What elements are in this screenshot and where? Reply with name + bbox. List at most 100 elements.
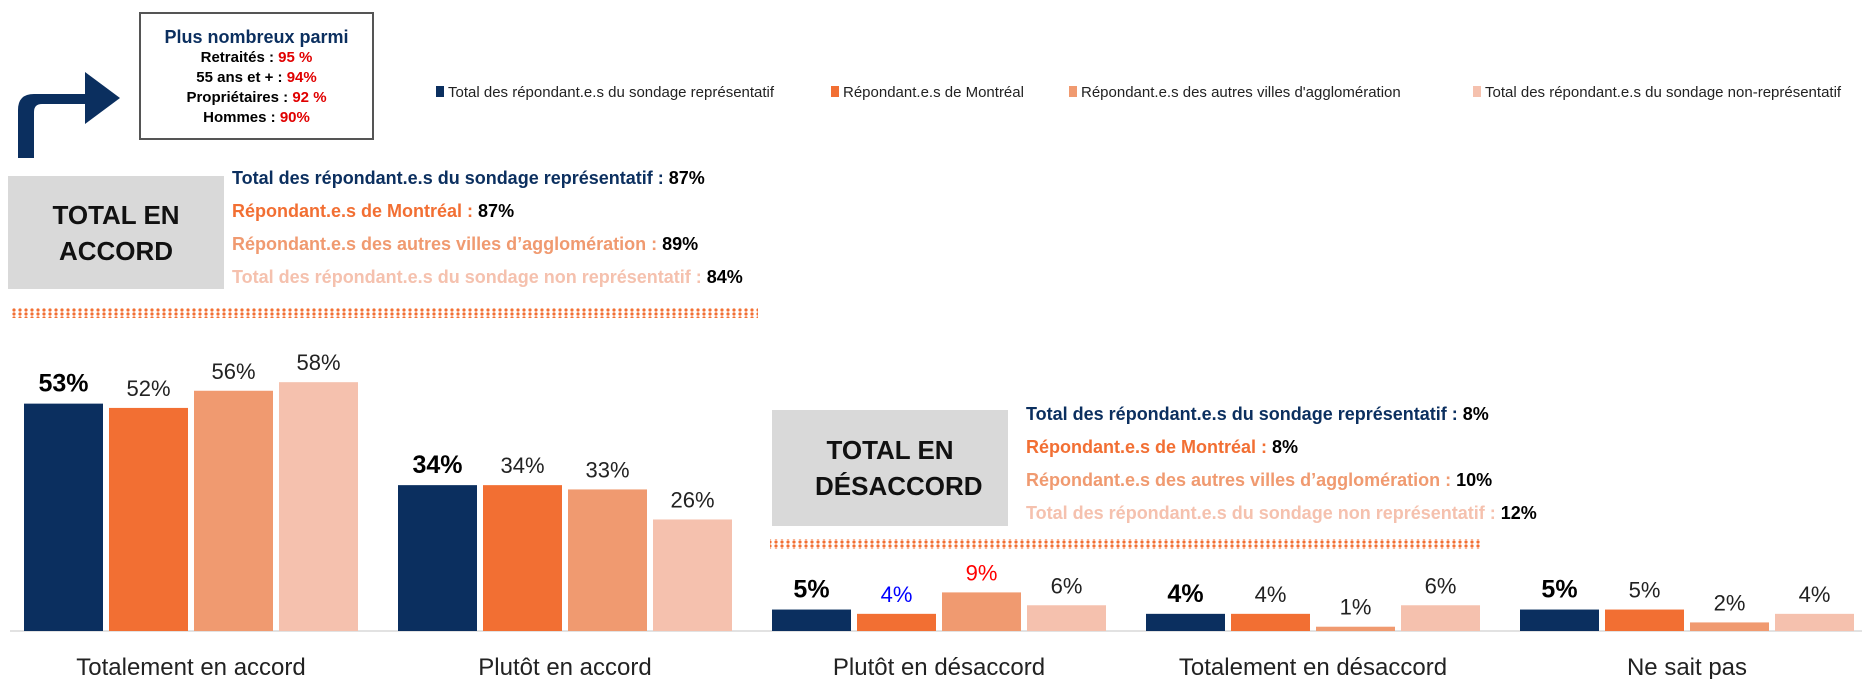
summary-label: Total des répondant.e.s du sondage non r… bbox=[232, 267, 702, 287]
x-tick-label: Plutôt en accord bbox=[478, 654, 651, 679]
separator bbox=[10, 308, 758, 318]
value-label: 58% bbox=[296, 350, 340, 375]
value-label: 2% bbox=[1714, 590, 1746, 615]
x-tick-label: Totalement en accord bbox=[76, 654, 305, 679]
bar bbox=[942, 592, 1021, 631]
value-label: 5% bbox=[793, 576, 829, 604]
summary-label: Répondant.e.s de Montréal : bbox=[232, 201, 474, 221]
separator bbox=[770, 539, 1482, 549]
x-tick-label: Totalement en désaccord bbox=[1179, 654, 1447, 679]
bar bbox=[1605, 609, 1684, 631]
legend-label: Répondant.e.s des autres villes d'agglom… bbox=[1081, 84, 1401, 101]
callout-label: Propriétaires : bbox=[186, 89, 289, 106]
legend-item: Total des répondant.e.s du sondage non-r… bbox=[1473, 84, 1841, 101]
legend-item: Répondant.e.s de Montréal bbox=[831, 84, 1024, 101]
summary-value: 87% bbox=[668, 168, 705, 188]
summary-label: Répondant.e.s des autres villes d’agglom… bbox=[232, 234, 658, 254]
callout-label: 55 ans et + : bbox=[196, 69, 283, 86]
summary-item: Répondant.e.s des autres villes d’agglom… bbox=[1026, 470, 1537, 503]
bar bbox=[398, 485, 477, 631]
value-label: 26% bbox=[670, 487, 714, 512]
bar bbox=[1520, 609, 1599, 631]
arrow bbox=[18, 72, 120, 158]
callout-item: Propriétaires : 92 % bbox=[141, 88, 372, 108]
summary-label: Répondant.e.s des autres villes d’agglom… bbox=[1026, 470, 1452, 490]
summary-value: 12% bbox=[1500, 503, 1537, 523]
bar bbox=[1231, 613, 1310, 631]
callout-label: Hommes : bbox=[203, 109, 276, 126]
total-title: TOTAL EN ACCORD bbox=[52, 199, 180, 266]
summary-label: Répondant.e.s de Montréal : bbox=[1026, 437, 1268, 457]
bar bbox=[1775, 613, 1854, 631]
summary-value: 8% bbox=[1462, 404, 1489, 424]
summary-label: Total des répondant.e.s du sondage non r… bbox=[1026, 503, 1496, 523]
total-box: TOTAL EN ACCORD bbox=[8, 176, 224, 289]
legend-swatch bbox=[1069, 86, 1077, 97]
summary: Total des répondant.e.s du sondage repré… bbox=[232, 168, 743, 300]
value-label: 52% bbox=[126, 376, 170, 401]
bar bbox=[653, 519, 732, 631]
value-label: 1% bbox=[1340, 595, 1372, 620]
bar bbox=[109, 407, 188, 631]
callout-label: Retraités : bbox=[200, 49, 274, 66]
value-label: 4% bbox=[1167, 580, 1203, 608]
value-label: 6% bbox=[1425, 573, 1457, 598]
legend-swatch bbox=[1473, 86, 1481, 97]
total-box: TOTAL EN DÉSACCORD bbox=[772, 410, 1008, 526]
callout-value: 90% bbox=[279, 109, 310, 126]
bars: 53% 52% 56% 58% Totalement en accord 34% 34% 33… bbox=[10, 350, 1862, 679]
value-label: 33% bbox=[585, 457, 629, 482]
total-title: TOTAL EN DÉSACCORD bbox=[815, 435, 983, 501]
legend-swatch bbox=[831, 86, 839, 97]
legend-item: Répondant.e.s des autres villes d'agglom… bbox=[1069, 84, 1401, 101]
legend-label: Répondant.e.s de Montréal bbox=[843, 84, 1024, 101]
summary: Total des répondant.e.s du sondage repré… bbox=[1026, 404, 1537, 536]
bar bbox=[772, 609, 851, 631]
callout-item: 55 ans et + : 94% bbox=[141, 68, 372, 88]
bar bbox=[1690, 622, 1769, 631]
bar bbox=[194, 390, 273, 631]
value-label: 56% bbox=[211, 359, 255, 384]
value-label: 6% bbox=[1051, 573, 1083, 598]
summary-label: Total des répondant.e.s du sondage repré… bbox=[1026, 404, 1458, 424]
value-label: 34% bbox=[412, 451, 462, 479]
value-label: 5% bbox=[1629, 578, 1661, 603]
summary-value: 87% bbox=[478, 201, 515, 221]
legend-item: Total des répondant.e.s du sondage repré… bbox=[436, 84, 774, 101]
summary-item: Total des répondant.e.s du sondage non r… bbox=[1026, 503, 1537, 536]
callout-title: Plus nombreux parmi bbox=[164, 27, 349, 47]
legend-label: Total des répondant.e.s du sondage non-r… bbox=[1485, 84, 1842, 101]
value-label: 34% bbox=[500, 453, 544, 478]
summary-value: 84% bbox=[706, 267, 743, 287]
summary-value: 89% bbox=[662, 234, 699, 254]
callout-value: 95 % bbox=[278, 49, 313, 66]
value-label: 4% bbox=[881, 582, 913, 607]
value-label: 5% bbox=[1541, 576, 1577, 604]
value-label: 4% bbox=[1255, 582, 1287, 607]
summary-item: Répondant.e.s de Montréal : 87% bbox=[232, 201, 743, 234]
bar bbox=[1027, 605, 1106, 631]
summary-item: Total des répondant.e.s du sondage repré… bbox=[1026, 404, 1537, 437]
bar bbox=[1401, 605, 1480, 631]
bar bbox=[279, 382, 358, 631]
value-label: 4% bbox=[1799, 582, 1831, 607]
summary-label: Total des répondant.e.s du sondage repré… bbox=[232, 168, 664, 188]
x-tick-label: Plutôt en désaccord bbox=[833, 654, 1045, 679]
legend-label: Total des répondant.e.s du sondage repré… bbox=[448, 84, 775, 101]
callout-value: 92 % bbox=[292, 89, 327, 106]
summary-item: Répondant.e.s de Montréal : 8% bbox=[1026, 437, 1537, 470]
value-label: 9% bbox=[966, 560, 998, 585]
summary-item: Total des répondant.e.s du sondage repré… bbox=[232, 168, 743, 201]
callout: Plus nombreux parmi Retraités : 95 % 55 a… bbox=[139, 12, 374, 140]
callout-items: Retraités : 95 % 55 ans et + : 94% Proprié… bbox=[141, 48, 372, 128]
bar bbox=[1316, 626, 1395, 631]
callout-item: Hommes : 90% bbox=[141, 108, 372, 128]
bar bbox=[483, 485, 562, 631]
bar bbox=[24, 403, 103, 631]
summary-value: 10% bbox=[1456, 470, 1493, 490]
bar bbox=[857, 613, 936, 631]
summary-value: 8% bbox=[1272, 437, 1299, 457]
legend-swatch bbox=[436, 86, 444, 97]
bar bbox=[568, 489, 647, 631]
